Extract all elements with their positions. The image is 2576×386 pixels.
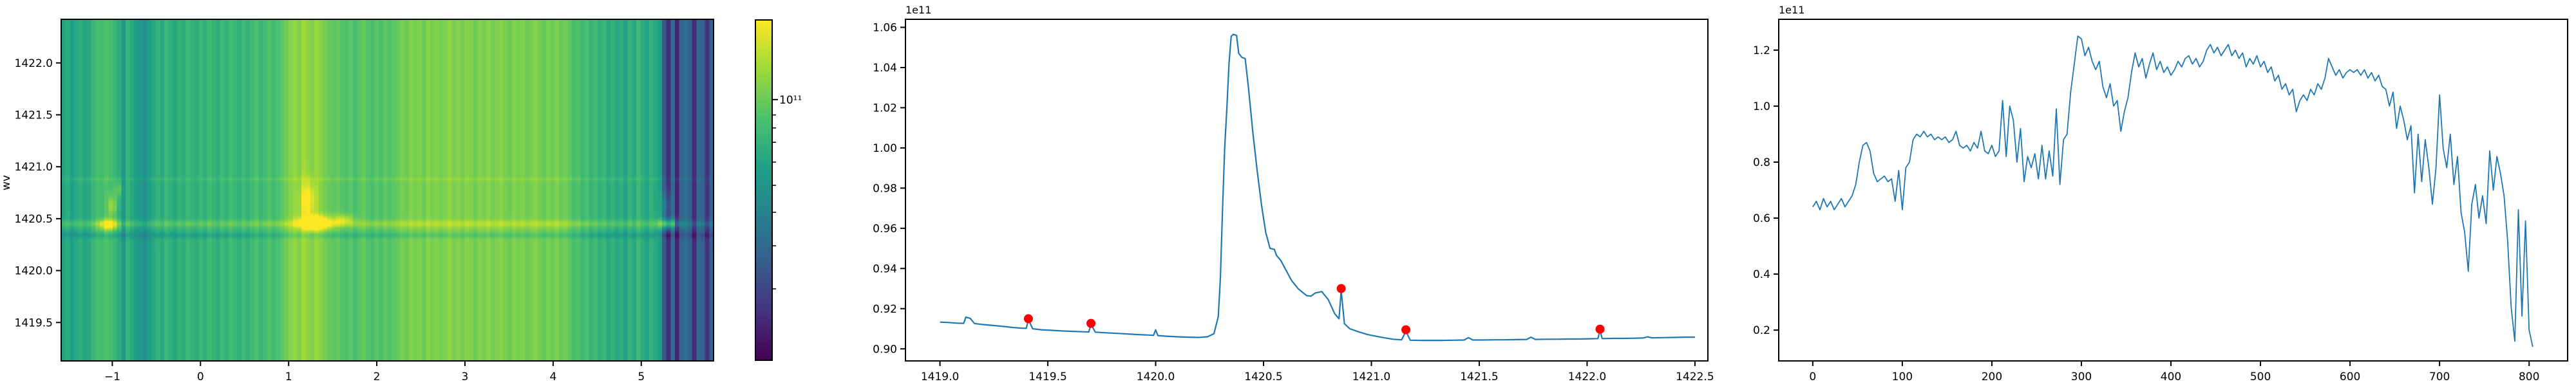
y-tick-label-spectrum: 1.06 [873, 21, 897, 34]
axes-frame-heatmap [61, 19, 714, 362]
y-tick-label-heatmap: 1420.5 [15, 213, 53, 226]
x-tick-label-spectrum: 1421.0 [1352, 371, 1390, 383]
y-tick-label-lightcurve: 1.2 [1753, 44, 1770, 57]
x-tick-label-spectrum: 1421.5 [1460, 371, 1498, 383]
y-tick-label-spectrum: 0.98 [873, 182, 897, 195]
y-tick-label-spectrum: 1.02 [873, 102, 897, 115]
peak-marker [1401, 325, 1411, 335]
y-tick-label-lightcurve: 0.8 [1753, 156, 1770, 169]
x-tick-label-lightcurve: 100 [1892, 371, 1913, 383]
x-tick-label-heatmap: 4 [549, 371, 556, 383]
x-tick-label-lightcurve: 200 [1982, 371, 2002, 383]
data-line-lightcurve [1812, 35, 2533, 347]
x-tick-label-heatmap: 1 [285, 371, 292, 383]
x-tick-label-lightcurve: 400 [2161, 371, 2181, 383]
lightcurve-offset-label: 1e11 [1779, 4, 1805, 16]
y-tick-label-heatmap: 1422.0 [15, 57, 53, 70]
peak-marker [1595, 324, 1605, 334]
x-tick-label-spectrum: 1419.0 [921, 371, 959, 383]
x-tick-label-heatmap: −1 [104, 371, 120, 383]
y-tick-label-spectrum: 0.92 [873, 303, 897, 316]
data-line-spectrum [940, 33, 1695, 342]
spectrum-offset-label: 1e11 [905, 4, 932, 16]
x-tick-label-spectrum: 1422.0 [1568, 371, 1606, 383]
x-tick-label-heatmap: 0 [197, 371, 204, 383]
x-tick-label-spectrum: 1422.5 [1676, 371, 1714, 383]
y-tick-label-heatmap: 1421.5 [15, 109, 53, 122]
y-tick-label-heatmap: 1421.0 [15, 161, 53, 174]
y-tick-label-lightcurve: 0.4 [1753, 268, 1770, 281]
x-tick-label-heatmap: 5 [638, 371, 645, 383]
heatmap-image [61, 19, 714, 361]
x-tick-label-heatmap: 3 [462, 371, 469, 383]
y-tick-label-lightcurve: 1.0 [1753, 100, 1770, 113]
x-tick-label-lightcurve: 500 [2250, 371, 2271, 383]
x-tick-label-lightcurve: 300 [2071, 371, 2092, 383]
axes-frame-lightcurve [1778, 19, 2568, 362]
y-tick-label-heatmap: 1419.5 [15, 317, 53, 329]
y-tick-label-lightcurve: 0.2 [1753, 324, 1770, 337]
x-tick-label-lightcurve: 0 [1809, 371, 1816, 383]
x-tick-label-lightcurve: 600 [2340, 371, 2360, 383]
peak-marker [1336, 284, 1346, 293]
colorbar [755, 19, 773, 361]
y-tick-label-spectrum: 1.00 [873, 142, 897, 155]
x-tick-label-spectrum: 1419.5 [1028, 371, 1066, 383]
axes-frame-spectrum [905, 19, 1709, 362]
x-tick-label-lightcurve: 800 [2519, 371, 2539, 383]
colorbar-tick-label: 10¹¹ [779, 94, 802, 107]
y-tick-label-heatmap: 1420.0 [15, 265, 53, 278]
x-tick-label-spectrum: 1420.0 [1137, 371, 1175, 383]
y-tick-label-spectrum: 0.94 [873, 262, 897, 275]
y-tick-label-spectrum: 0.96 [873, 223, 897, 235]
x-tick-label-lightcurve: 700 [2429, 371, 2450, 383]
y-tick-label-spectrum: 1.04 [873, 62, 897, 75]
peak-marker [1023, 314, 1033, 324]
y-tick-label-spectrum: 0.90 [873, 343, 897, 356]
x-tick-label-heatmap: 2 [374, 371, 381, 383]
y-tick-label-lightcurve: 0.6 [1753, 212, 1770, 225]
peak-marker [1086, 318, 1096, 328]
x-tick-label-spectrum: 1420.5 [1244, 371, 1282, 383]
